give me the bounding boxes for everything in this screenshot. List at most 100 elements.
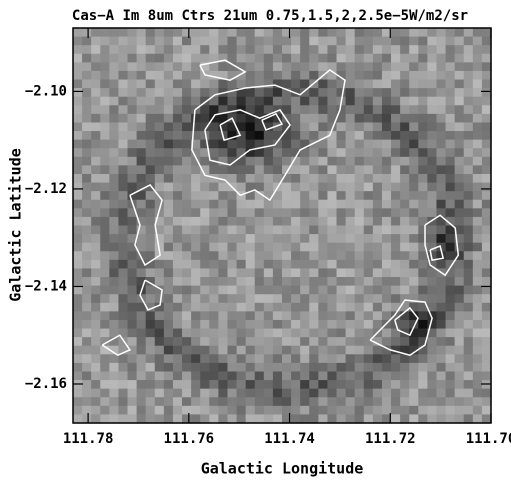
image-pixel xyxy=(91,405,101,416)
image-pixel xyxy=(336,242,347,252)
image-pixel xyxy=(409,354,419,364)
image-pixel xyxy=(100,242,110,252)
image-pixel xyxy=(481,105,492,115)
image-pixel xyxy=(391,328,401,338)
image-pixel xyxy=(463,354,474,364)
image-pixel xyxy=(391,294,401,304)
image-pixel xyxy=(318,165,329,175)
image-pixel xyxy=(163,96,174,106)
image-pixel xyxy=(272,362,283,373)
image-pixel xyxy=(200,191,210,201)
image-pixel xyxy=(100,156,110,166)
image-pixel xyxy=(109,88,120,98)
image-pixel xyxy=(200,79,210,89)
image-pixel xyxy=(381,199,392,209)
image-pixel xyxy=(327,199,338,209)
image-pixel xyxy=(191,414,201,424)
image-pixel xyxy=(472,302,483,312)
image-pixel xyxy=(336,122,347,132)
image-pixel xyxy=(263,234,274,244)
image-pixel xyxy=(418,182,428,192)
image-pixel xyxy=(445,199,456,209)
image-pixel xyxy=(463,156,474,166)
image-pixel xyxy=(263,28,274,38)
image-pixel xyxy=(254,105,265,115)
image-pixel xyxy=(109,328,120,338)
image-pixel xyxy=(381,371,392,381)
image-pixel xyxy=(100,302,110,312)
image-pixel xyxy=(191,70,201,81)
image-pixel xyxy=(263,96,274,106)
image-pixel xyxy=(145,216,156,227)
image-pixel xyxy=(318,208,329,218)
image-pixel xyxy=(481,191,492,201)
image-pixel xyxy=(209,113,219,124)
image-pixel xyxy=(472,388,483,398)
image-pixel xyxy=(136,234,147,244)
image-pixel xyxy=(200,148,210,158)
image-pixel xyxy=(263,268,274,278)
image-pixel xyxy=(336,199,347,209)
image-pixel xyxy=(318,337,329,347)
image-pixel xyxy=(327,105,338,115)
image-pixel xyxy=(445,36,456,46)
image-pixel xyxy=(263,62,274,72)
image-pixel xyxy=(381,139,392,149)
image-pixel xyxy=(354,242,365,252)
image-pixel xyxy=(227,285,238,295)
image-pixel xyxy=(172,45,183,55)
image-pixel xyxy=(454,191,465,201)
image-pixel xyxy=(300,362,310,373)
image-pixel xyxy=(163,70,174,81)
image-pixel xyxy=(100,328,110,338)
image-pixel xyxy=(291,234,301,244)
image-pixel xyxy=(227,277,238,287)
image-pixel xyxy=(82,328,92,338)
image-pixel xyxy=(481,62,492,72)
image-pixel xyxy=(182,165,192,175)
image-pixel xyxy=(118,131,129,141)
image-pixel xyxy=(245,28,256,38)
image-pixel xyxy=(454,131,465,141)
image-pixel xyxy=(400,234,410,244)
image-pixel xyxy=(73,285,83,295)
image-pixel xyxy=(145,173,156,184)
image-pixel xyxy=(154,148,165,158)
image-pixel xyxy=(263,405,274,416)
image-pixel xyxy=(145,70,156,81)
image-pixel xyxy=(263,191,274,201)
image-pixel xyxy=(318,122,329,132)
image-pixel xyxy=(191,397,201,407)
image-pixel xyxy=(363,36,374,46)
image-pixel xyxy=(363,122,374,132)
image-pixel xyxy=(163,380,174,390)
image-pixel xyxy=(291,337,301,347)
image-pixel xyxy=(136,388,147,398)
image-pixel xyxy=(481,397,492,407)
image-pixel xyxy=(381,259,392,270)
x-axis-label: Galactic Longitude xyxy=(201,460,364,478)
image-pixel xyxy=(254,88,265,98)
image-pixel xyxy=(318,191,329,201)
image-pixel xyxy=(82,208,92,218)
image-pixel xyxy=(381,148,392,158)
image-pixel xyxy=(109,139,120,149)
image-pixel xyxy=(445,113,456,124)
image-pixel xyxy=(309,165,319,175)
image-pixel xyxy=(345,191,356,201)
image-pixel xyxy=(263,380,274,390)
image-pixel xyxy=(409,208,419,218)
image-pixel xyxy=(418,216,428,227)
image-pixel xyxy=(109,165,120,175)
image-pixel xyxy=(309,28,319,38)
image-pixel xyxy=(109,242,120,252)
image-pixel xyxy=(381,251,392,261)
image-pixel xyxy=(363,268,374,278)
image-pixel xyxy=(463,79,474,89)
image-pixel xyxy=(454,139,465,149)
image-pixel xyxy=(245,294,256,304)
image-pixel xyxy=(182,225,192,235)
image-pixel xyxy=(327,70,338,81)
image-pixel xyxy=(172,259,183,270)
image-pixel xyxy=(254,319,265,330)
